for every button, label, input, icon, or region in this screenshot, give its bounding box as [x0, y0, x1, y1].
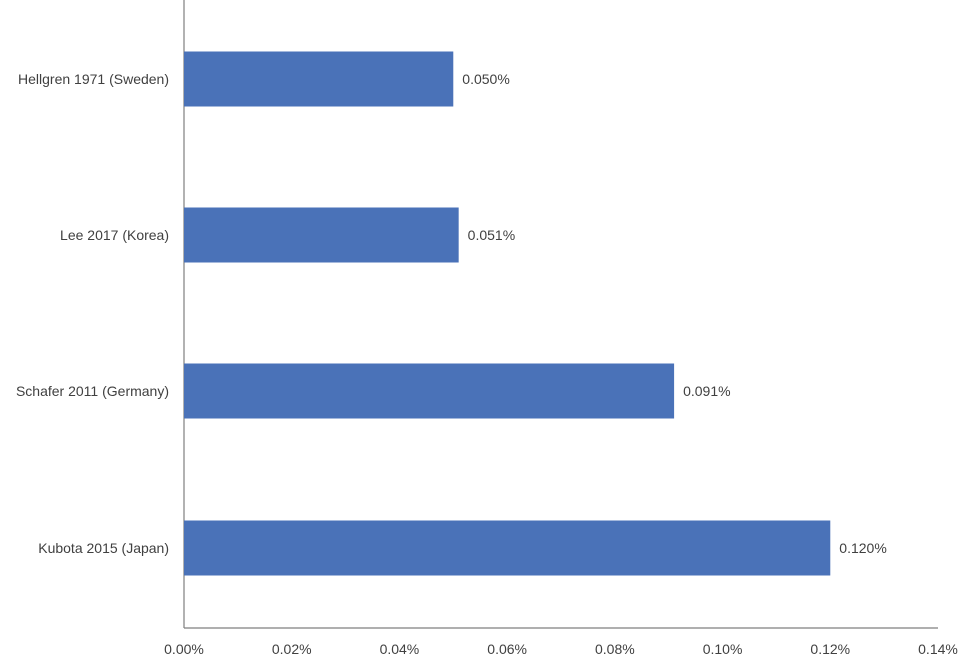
data-label: 0.050% [462, 71, 509, 87]
x-tick-label: 0.04% [380, 641, 420, 656]
x-tick-label: 0.14% [918, 641, 958, 656]
category-label: Hellgren 1971 (Sweden) [18, 71, 169, 87]
x-tick-label: 0.12% [810, 641, 850, 656]
bar [184, 51, 454, 107]
bar [184, 520, 831, 576]
category-label: Lee 2017 (Korea) [60, 227, 169, 243]
data-label: 0.091% [683, 383, 730, 399]
x-tick-label: 0.08% [595, 641, 635, 656]
bar [184, 207, 459, 263]
bar [184, 363, 675, 419]
data-labels: 0.050% 0.051% 0.091% 0.120% [462, 71, 886, 556]
data-label: 0.120% [839, 540, 886, 556]
category-label: Schafer 2011 (Germany) [16, 383, 169, 399]
x-tick-label: 0.10% [703, 641, 743, 656]
x-tick-labels: 0.00% 0.02% 0.04% 0.06% 0.08% 0.10% 0.12% 0.14% [164, 641, 958, 656]
x-tick-label: 0.00% [164, 641, 204, 656]
x-tick-label: 0.06% [487, 641, 527, 656]
data-label: 0.051% [468, 227, 515, 243]
category-labels: Hellgren 1971 (Sweden) Lee 2017 (Korea) Sc… [16, 71, 169, 556]
x-tick-label: 0.02% [272, 641, 312, 656]
category-label: Kubota 2015 (Japan) [38, 540, 169, 556]
bars-group [184, 51, 831, 576]
